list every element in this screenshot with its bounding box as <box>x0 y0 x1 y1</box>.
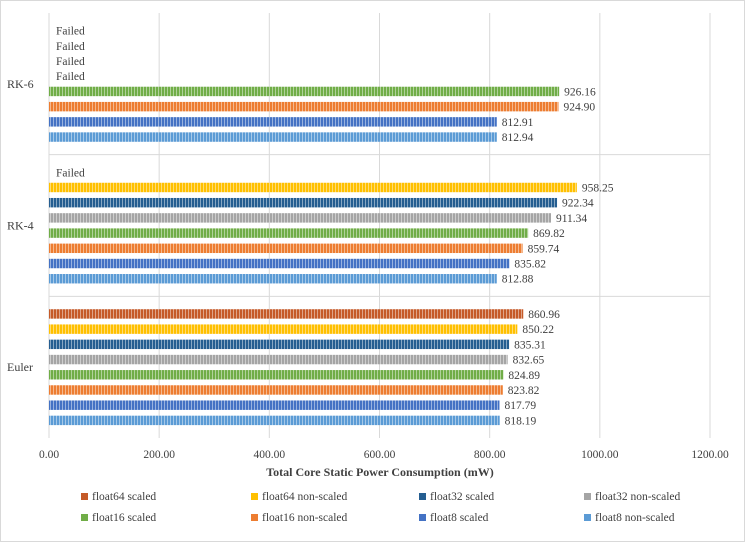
data-label: 835.31 <box>514 339 546 351</box>
data-label: 922.34 <box>562 198 594 210</box>
data-label: 823.82 <box>508 385 540 397</box>
data-label: 958.25 <box>582 182 614 194</box>
gridlines <box>48 13 711 438</box>
data-label-failed: Failed <box>56 26 85 38</box>
x-tick-label: 200.00 <box>143 449 175 461</box>
data-label: 812.88 <box>502 274 534 286</box>
bar-rk-4-float8-non-scaled <box>49 274 497 284</box>
x-tick-label: 1200.00 <box>691 449 729 461</box>
bar-euler-float32-scaled <box>49 339 510 350</box>
data-label: 812.91 <box>502 117 534 129</box>
data-label: 817.79 <box>504 400 536 412</box>
category-label: RK-4 <box>7 219 34 233</box>
legend-label: float32 scaled <box>430 491 494 503</box>
bar-euler-float8-scaled <box>49 400 500 410</box>
data-label-failed: Failed <box>56 71 85 83</box>
bar-rk-4-float8-scaled <box>49 258 510 269</box>
legend-label: float32 non-scaled <box>595 491 681 503</box>
category-labels: RK-6 RK-4 Euler <box>7 77 34 374</box>
bar-euler-float16-non-scaled <box>49 385 503 395</box>
category-label: RK-6 <box>7 77 34 91</box>
bar-rk-4-float64-non-scaled <box>49 182 577 193</box>
bar-euler-float32-non-scaled <box>49 354 508 365</box>
x-tick-label: 1000.00 <box>581 449 619 461</box>
x-tick-label: 600.00 <box>364 449 396 461</box>
bar-rk-6-float16-scaled <box>49 86 560 97</box>
data-label-failed: Failed <box>56 41 85 53</box>
x-tick-label: 400.00 <box>254 449 286 461</box>
bar-euler-float64-scaled <box>49 309 524 319</box>
bar-euler-float16-scaled <box>49 370 504 380</box>
data-label: 860.96 <box>528 309 560 321</box>
bar-rk-4-float32-non-scaled <box>49 213 551 223</box>
legend-swatch <box>584 493 591 500</box>
data-label: 824.89 <box>508 370 540 382</box>
bar-rk-4-float16-scaled <box>49 228 529 238</box>
legend-label: float64 scaled <box>92 491 156 503</box>
legend-label: float64 non-scaled <box>262 491 348 503</box>
data-label: 812.94 <box>502 132 534 144</box>
x-tick-label: 0.00 <box>39 449 59 461</box>
bars <box>49 86 577 426</box>
x-axis-title: Total Core Static Power Consumption (mW) <box>266 465 493 479</box>
data-label-failed: Failed <box>56 167 85 179</box>
x-tick-labels: 0.00 200.00 400.00 600.00 800.00 1000.00 1200.… <box>39 449 729 461</box>
data-label: 926.16 <box>564 86 596 98</box>
data-label-failed: Failed <box>56 56 85 68</box>
data-label: 924.90 <box>563 102 595 114</box>
legend-swatch <box>419 493 426 500</box>
legend-swatch <box>81 493 88 500</box>
legend-swatch <box>251 493 258 500</box>
bar-rk-6-float16-non-scaled <box>49 101 559 112</box>
data-label: 850.22 <box>522 324 554 336</box>
legend-swatch <box>251 514 258 521</box>
data-label: 911.34 <box>556 213 587 225</box>
legend-swatch <box>81 514 88 521</box>
bar-rk-4-float16-non-scaled <box>49 243 523 254</box>
legend-label: float16 non-scaled <box>262 512 348 524</box>
legend-label: float16 scaled <box>92 512 156 524</box>
bar-rk-6-float8-non-scaled <box>49 132 497 142</box>
legend: float64 scaled float64 non-scaled float32 … <box>81 491 681 524</box>
legend-swatch <box>584 514 591 521</box>
legend-label: float8 non-scaled <box>595 512 675 524</box>
data-label: 818.19 <box>505 415 537 427</box>
data-label: 832.65 <box>513 355 545 367</box>
legend-label: float8 scaled <box>430 512 489 524</box>
category-label: Euler <box>7 360 33 374</box>
category-separators <box>49 154 710 297</box>
legend-swatch <box>419 514 426 521</box>
bar-euler-float8-non-scaled <box>49 415 500 426</box>
data-labels: Failed Failed Failed Failed 926.16 924.90 812.… <box>56 26 614 428</box>
bar-euler-float64-non-scaled <box>49 324 518 334</box>
bar-rk-6-float8-scaled <box>49 117 497 127</box>
data-label: 835.82 <box>514 259 546 271</box>
data-label: 869.82 <box>533 228 565 240</box>
bar-rk-4-float32-scaled <box>49 197 558 208</box>
data-label: 859.74 <box>528 243 560 255</box>
x-tick-label: 800.00 <box>474 449 506 461</box>
